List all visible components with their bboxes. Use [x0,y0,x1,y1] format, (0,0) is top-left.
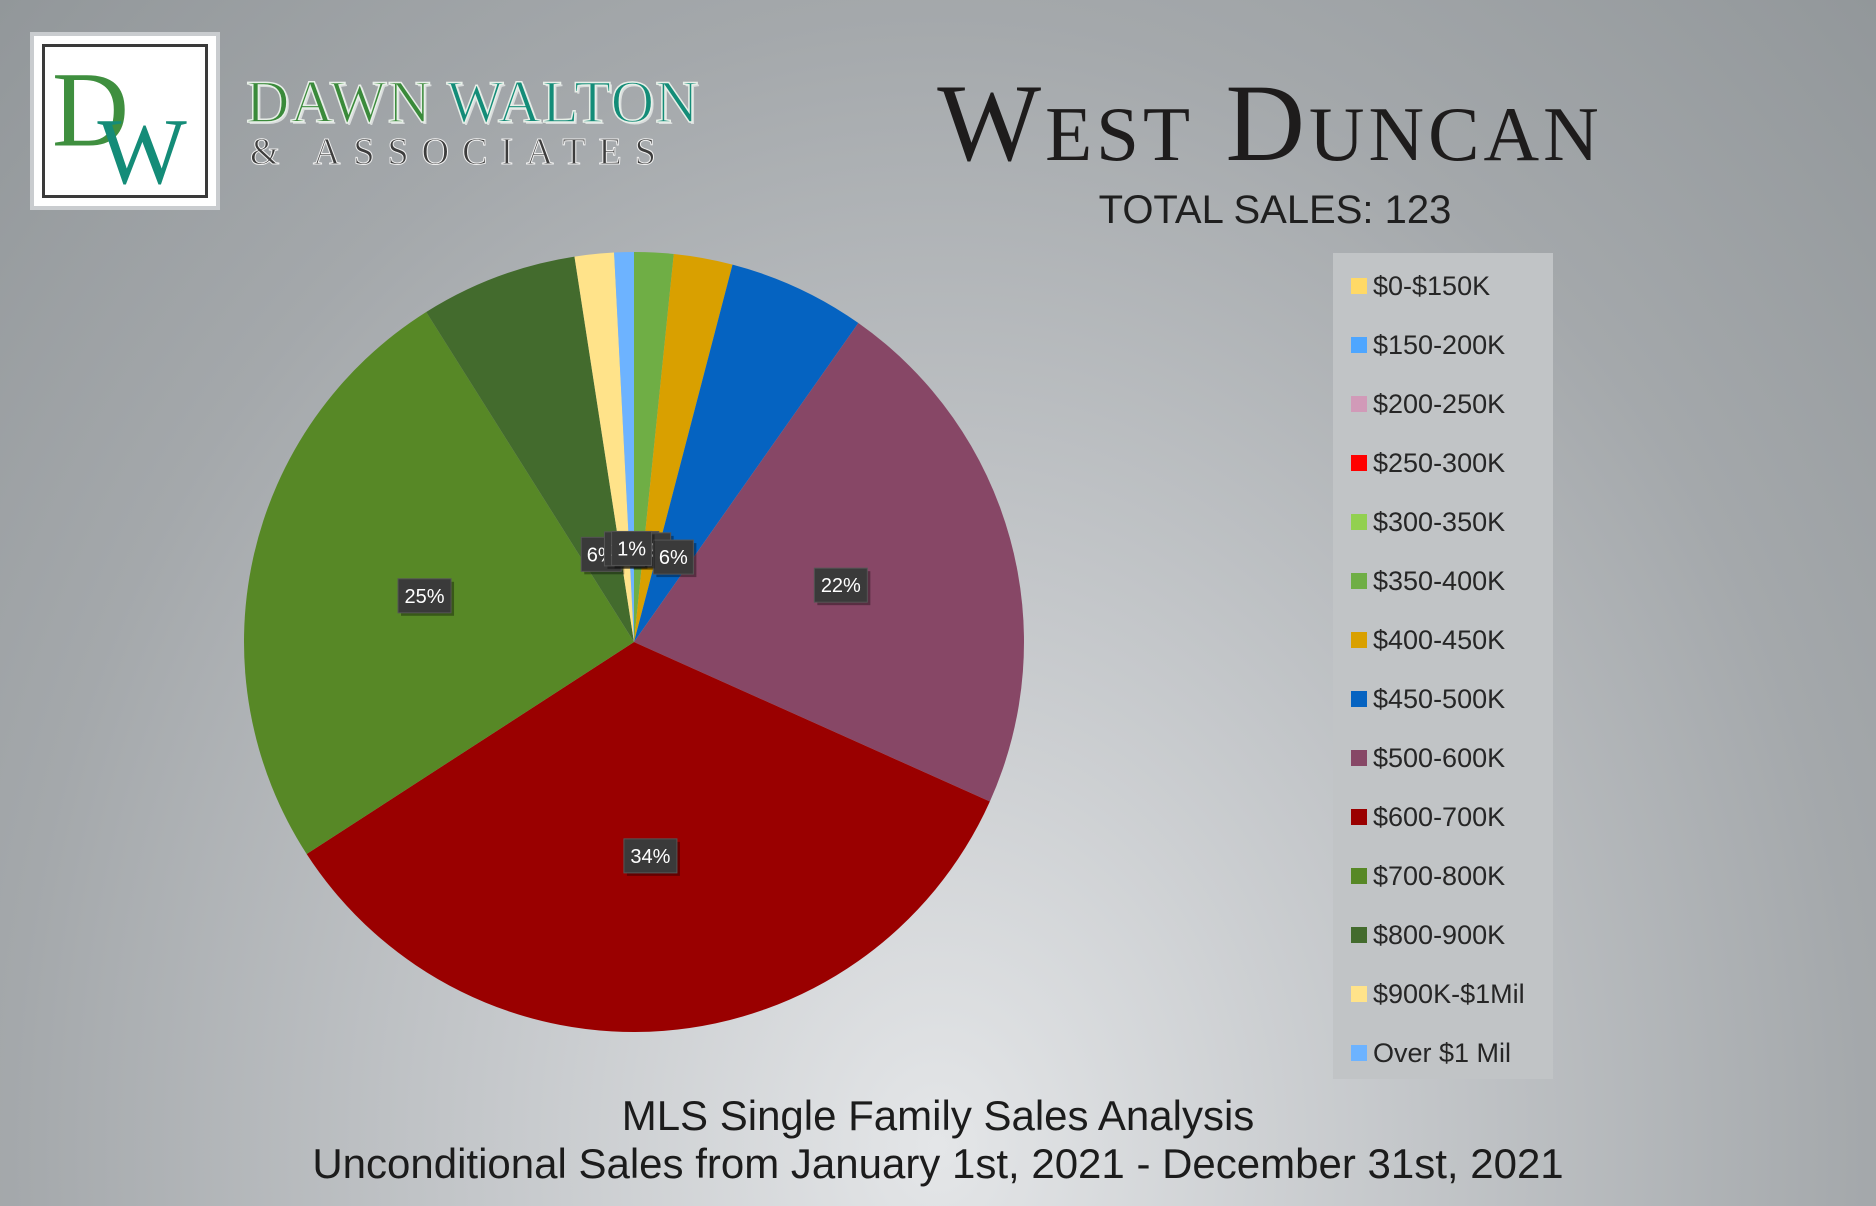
legend-item: $200-250K [1333,382,1553,441]
pie-data-labels: 2%2%6%22%34%25%6%2%1% [397,530,871,876]
svg-text:25%: 25% [405,586,445,608]
legend-swatch [1351,691,1367,707]
legend-label: $500-600K [1373,743,1506,773]
legend-swatch [1351,868,1367,884]
legend-label: $300-350K [1373,507,1506,537]
footer-date-range: Unconditional Sales from January 1st, 20… [312,1140,1564,1187]
legend-label: $400-450K [1373,625,1506,655]
legend-label: $700-800K [1373,861,1506,891]
legend-label: $200-250K [1373,389,1506,419]
legend-label: $150-200K [1373,330,1506,360]
legend-swatch [1351,986,1367,1002]
dw-monogram-logo: D W [52,52,187,195]
logo: D W [30,32,220,210]
legend-item: $600-700K [1333,795,1553,854]
svg-text:22%: 22% [821,575,861,597]
legend-item: $300-350K [1333,500,1553,559]
data-label-11: 25% [397,578,455,616]
data-label-10: 34% [623,838,680,876]
legend-label: Over $1 Mil [1373,1038,1512,1068]
legend-label: $900K-$1Mil [1373,979,1525,1009]
chart-legend: $0-$150K $150-200K $200-250K $250-300K $300-… [1333,253,1553,1079]
legend-item: $450-500K [1333,677,1553,736]
legend-label: $350-400K [1373,566,1506,596]
page-title: West Duncan [937,62,1603,184]
legend-item: $350-400K [1333,559,1553,618]
monogram-w: W [97,100,187,195]
legend-item: $700-800K [1333,854,1553,913]
brand-subtitle: & ASSOCIATES [250,131,669,174]
data-label-14: 1% [611,530,655,569]
legend-swatch [1351,514,1367,530]
data-label-9: 22% [813,567,871,606]
legend-label: $450-500K [1373,684,1506,714]
legend-swatch [1351,750,1367,766]
data-label-8: 6% [652,539,697,578]
pie-slice-10 [306,642,990,1032]
legend-label: $250-300K [1373,448,1506,478]
pie-slices [244,252,1024,1032]
legend-swatch [1351,809,1367,825]
brand-name-last: WALTON [446,68,700,136]
legend-swatch [1351,573,1367,589]
legend-swatch [1351,1045,1367,1061]
legend-label: $0-$150K [1373,271,1491,301]
legend-item: $150-200K [1333,323,1553,382]
legend-item: $800-900K [1333,913,1553,972]
legend-swatch [1351,396,1367,412]
brand-name: DAWN WALTON [245,68,700,137]
legend-item: $400-450K [1333,618,1553,677]
legend-item: $900K-$1Mil [1333,972,1553,1031]
legend-item: $500-600K [1333,736,1553,795]
legend-label: $600-700K [1373,802,1506,832]
legend-swatch [1351,927,1367,943]
legend-swatch [1351,632,1367,648]
legend-label: $800-900K [1373,920,1506,950]
legend-item: $250-300K [1333,441,1553,500]
svg-text:6%: 6% [659,547,688,569]
brand-name-first: DAWN [245,68,432,136]
legend-swatch [1351,337,1367,353]
legend-item: Over $1 Mil [1333,1031,1553,1090]
total-sales: TOTAL SALES: 123 [1098,188,1452,232]
pie-slice-9 [634,323,1024,802]
footer-title: MLS Single Family Sales Analysis [621,1092,1255,1139]
legend-swatch [1351,278,1367,294]
svg-text:1%: 1% [617,538,646,560]
svg-text:34%: 34% [630,846,670,868]
legend-item: $0-$150K [1333,264,1553,323]
legend-swatch [1351,455,1367,471]
monogram-d: D [52,52,129,170]
